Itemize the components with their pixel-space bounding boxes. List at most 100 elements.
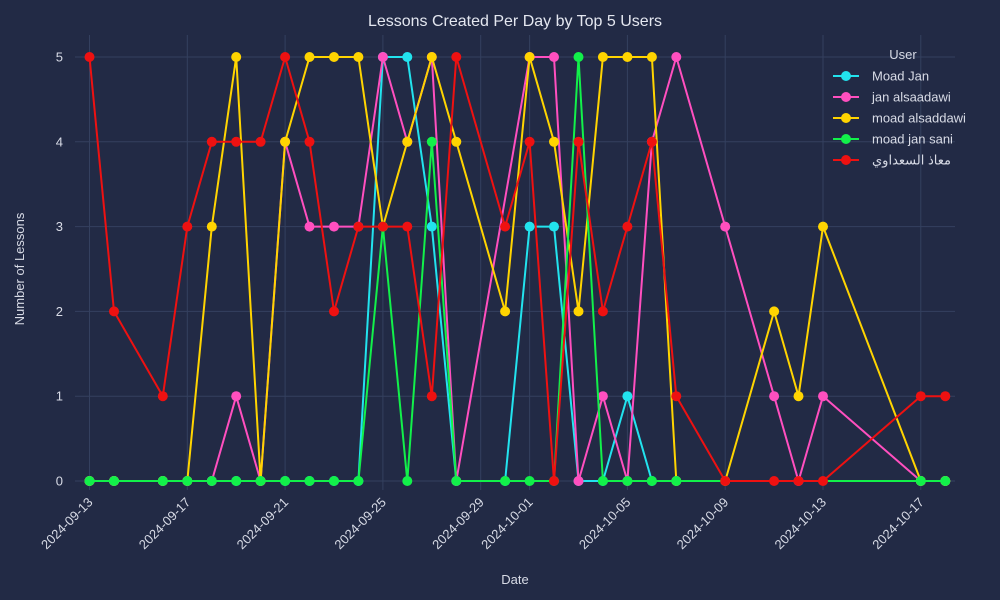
data-point xyxy=(280,52,291,62)
data-point xyxy=(597,52,608,62)
data-point xyxy=(255,476,266,486)
legend-label: معاذ السعداوي xyxy=(872,153,951,169)
data-point xyxy=(157,391,168,402)
data-point xyxy=(109,476,119,486)
data-point xyxy=(426,391,437,402)
data-point xyxy=(206,221,217,232)
data-point xyxy=(549,221,559,232)
data-point xyxy=(426,221,437,232)
data-point xyxy=(500,221,511,232)
data-point xyxy=(255,136,266,147)
data-point xyxy=(573,136,584,147)
data-point xyxy=(549,476,559,486)
y-tick-label: 3 xyxy=(56,219,63,234)
legend-marker xyxy=(841,92,851,102)
data-point xyxy=(451,136,462,147)
data-point xyxy=(206,136,217,147)
legend-marker xyxy=(841,155,851,165)
grid-lines xyxy=(75,35,955,490)
legend-title: User xyxy=(889,47,917,62)
data-point xyxy=(549,136,559,147)
legend-marker xyxy=(841,71,851,81)
legend-marker xyxy=(841,113,851,123)
legend-marker xyxy=(841,134,851,144)
legend-label: moad alsaddawi xyxy=(872,111,966,126)
data-point xyxy=(84,52,95,62)
data-point xyxy=(793,476,804,486)
data-point xyxy=(231,391,242,402)
data-point xyxy=(500,476,511,486)
data-point xyxy=(597,391,608,402)
data-point xyxy=(451,52,462,62)
x-tick-label: 2024-09-13 xyxy=(38,495,96,553)
legend-entry[interactable]: معاذ السعداوي xyxy=(833,153,951,169)
data-point xyxy=(646,476,657,486)
data-point xyxy=(402,136,413,147)
axes: 0 1 2 3 4 5 2024-09-13 2024-09-17 2024-09-21 2024… xyxy=(38,50,927,553)
y-tick-label: 2 xyxy=(56,304,63,319)
legend-entry[interactable]: moad jan sani xyxy=(833,132,953,147)
data-point xyxy=(793,391,804,402)
legend-label: moad jan sani xyxy=(872,132,953,147)
x-tick-label: 2024-10-01 xyxy=(478,495,536,553)
data-point xyxy=(304,221,315,232)
data-point xyxy=(940,391,951,402)
data-point xyxy=(818,391,828,402)
data-point xyxy=(597,306,608,317)
data-point xyxy=(622,476,633,486)
legend: User Moad Jan jan alsaadawi moad alsaddawi… xyxy=(833,47,966,169)
data-point xyxy=(524,476,535,486)
data-point xyxy=(671,52,682,62)
data-point xyxy=(769,306,780,317)
data-point xyxy=(182,476,193,486)
series-line xyxy=(89,56,946,482)
data-point xyxy=(720,476,731,486)
x-tick-label: 2024-09-25 xyxy=(331,495,389,553)
data-point xyxy=(671,391,682,402)
data-point xyxy=(329,52,339,62)
x-tick-label: 2024-09-17 xyxy=(136,495,194,553)
legend-entry[interactable]: moad alsaddawi xyxy=(833,111,966,126)
data-point xyxy=(402,476,413,486)
data-point xyxy=(231,476,242,486)
data-point xyxy=(353,52,364,62)
data-point xyxy=(622,52,633,62)
x-tick-label: 2024-09-21 xyxy=(234,495,292,553)
data-point xyxy=(573,306,584,317)
data-point xyxy=(915,391,926,402)
data-point xyxy=(329,476,339,486)
y-tick-label: 0 xyxy=(56,474,63,489)
data-point xyxy=(524,52,535,62)
data-point xyxy=(500,306,511,317)
data-point xyxy=(231,52,242,62)
y-tick-label: 4 xyxy=(56,134,63,149)
data-point xyxy=(426,52,437,62)
data-point xyxy=(329,221,339,232)
data-point xyxy=(940,476,951,486)
data-point xyxy=(573,476,584,486)
data-point xyxy=(524,136,535,147)
data-point xyxy=(304,52,315,62)
data-point xyxy=(182,221,193,232)
x-tick-label: 2024-10-05 xyxy=(576,495,634,553)
data-point xyxy=(206,476,217,486)
data-point xyxy=(402,52,413,62)
data-point xyxy=(304,476,315,486)
data-point xyxy=(329,306,339,317)
data-point xyxy=(818,476,828,486)
data-point xyxy=(109,306,119,317)
data-point xyxy=(818,221,828,232)
data-point xyxy=(524,221,535,232)
series-lines xyxy=(84,52,951,486)
data-point xyxy=(157,476,168,486)
data-point xyxy=(646,52,657,62)
legend-entry[interactable]: Moad Jan xyxy=(833,69,929,84)
data-point xyxy=(451,476,462,486)
data-point xyxy=(769,391,780,402)
data-point xyxy=(769,476,780,486)
data-point xyxy=(402,221,413,232)
y-axis-title: Number of Lessons xyxy=(12,212,27,325)
legend-entry[interactable]: jan alsaadawi xyxy=(833,90,951,105)
data-point xyxy=(646,136,657,147)
